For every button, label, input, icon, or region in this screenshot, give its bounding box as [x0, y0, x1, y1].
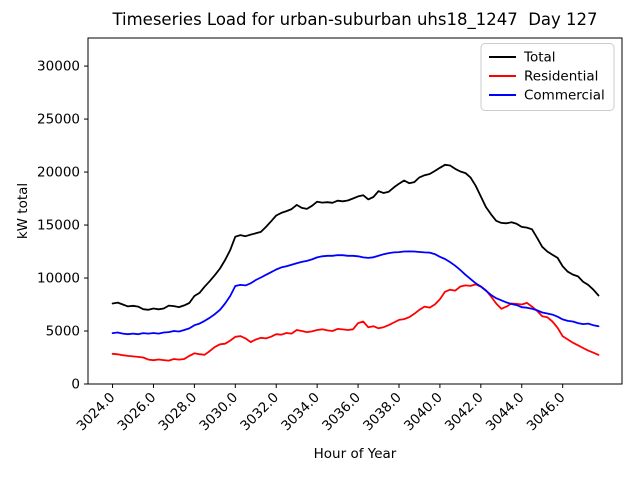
y-tick-label: 20000	[37, 165, 80, 181]
axes-frame	[87, 37, 623, 385]
x-tick-label: 3036.0	[319, 390, 364, 435]
x-tick-label: 3030.0	[196, 390, 241, 435]
x-tick-label: 3044.0	[483, 390, 528, 435]
x-tick-label: 3026.0	[115, 390, 160, 435]
y-tick-label: 15000	[37, 218, 80, 234]
legend: Total Residential Commercial	[480, 43, 615, 111]
x-tick-label: 3040.0	[401, 390, 446, 435]
x-tick-label: 3032.0	[237, 390, 282, 435]
chart-title: Timeseries Load for urban-suburban uhs18…	[111, 10, 597, 30]
x-tick-label: 3042.0	[442, 390, 487, 435]
x-tick-label: 3024.0	[74, 390, 119, 435]
y-tick-label: 30000	[37, 59, 80, 75]
legend-label-commercial: Commercial	[524, 88, 605, 104]
x-tick-label: 3038.0	[360, 390, 405, 435]
y-tick-label: 0	[71, 377, 80, 393]
legend-box	[480, 43, 615, 111]
axis-ticks: 0 5000 10000 15000 20000 25000 30000 3024.03026…	[37, 59, 568, 435]
legend-label-total: Total	[523, 50, 556, 66]
y-tick-label: 5000	[46, 324, 80, 340]
series-line-commercial	[111, 250, 600, 336]
x-tick-label: 3046.0	[524, 390, 569, 435]
series-line-total	[111, 163, 600, 311]
series-line-residential	[111, 283, 600, 362]
y-axis-label: kW total	[15, 183, 31, 239]
x-tick-label: 3028.0	[155, 390, 200, 435]
y-tick-label: 25000	[37, 112, 80, 128]
y-tick-label: 10000	[37, 271, 80, 287]
x-tick-label: 3034.0	[278, 390, 323, 435]
legend-label-residential: Residential	[524, 69, 598, 85]
series-lines	[111, 163, 600, 362]
x-axis-label: Hour of Year	[314, 446, 397, 462]
